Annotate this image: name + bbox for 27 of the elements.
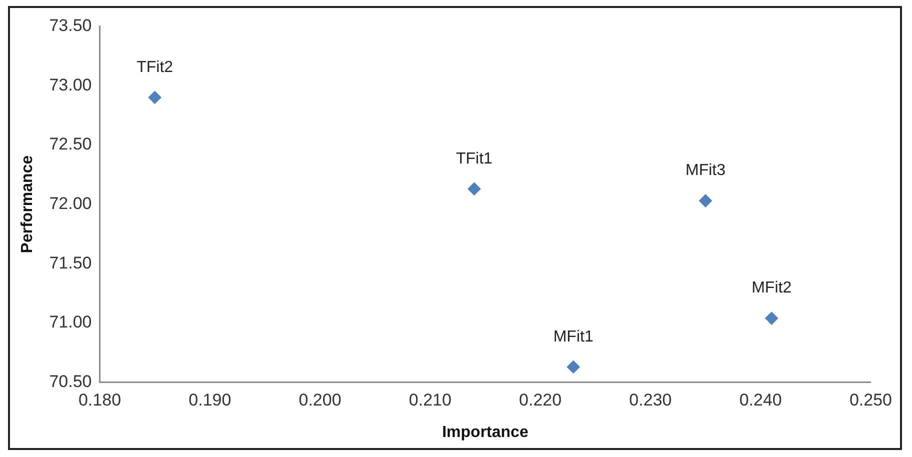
annotation: TFit2 [136, 58, 174, 76]
x-tick-label: 0.210 [408, 390, 452, 410]
y-tick-label: 72.00 [49, 194, 92, 213]
point [148, 90, 162, 104]
x-tick-label: 0.220 [519, 390, 562, 410]
annotation: MFit3 [686, 162, 726, 180]
point [699, 194, 712, 208]
y-tick-label: 71.00 [49, 312, 92, 332]
x-tick-label: 0.200 [298, 390, 342, 410]
x-axis-title: Importance [442, 424, 528, 441]
y-tick-label: 73.50 [49, 16, 92, 35]
x-tick-label: 0.250 [849, 390, 892, 410]
annotation: MFit2 [752, 280, 792, 297]
annotation: MFit1 [553, 328, 594, 346]
point [468, 182, 481, 196]
x-tick-label: 0.230 [629, 390, 672, 410]
x-tick-label: 0.190 [188, 390, 232, 410]
point [765, 312, 778, 325]
y-tick-label: 73.00 [49, 75, 92, 94]
y-tick-label: 70.50 [49, 372, 92, 392]
x-tick-label: 0.180 [78, 390, 122, 410]
y-tick-label: 71.50 [49, 253, 92, 272]
y-axis-title: Performance [19, 155, 36, 254]
point [566, 360, 580, 374]
x-tick-label: 0.240 [739, 390, 782, 410]
y-tick-label: 72.50 [49, 134, 92, 154]
annotation: TFit1 [456, 150, 493, 168]
